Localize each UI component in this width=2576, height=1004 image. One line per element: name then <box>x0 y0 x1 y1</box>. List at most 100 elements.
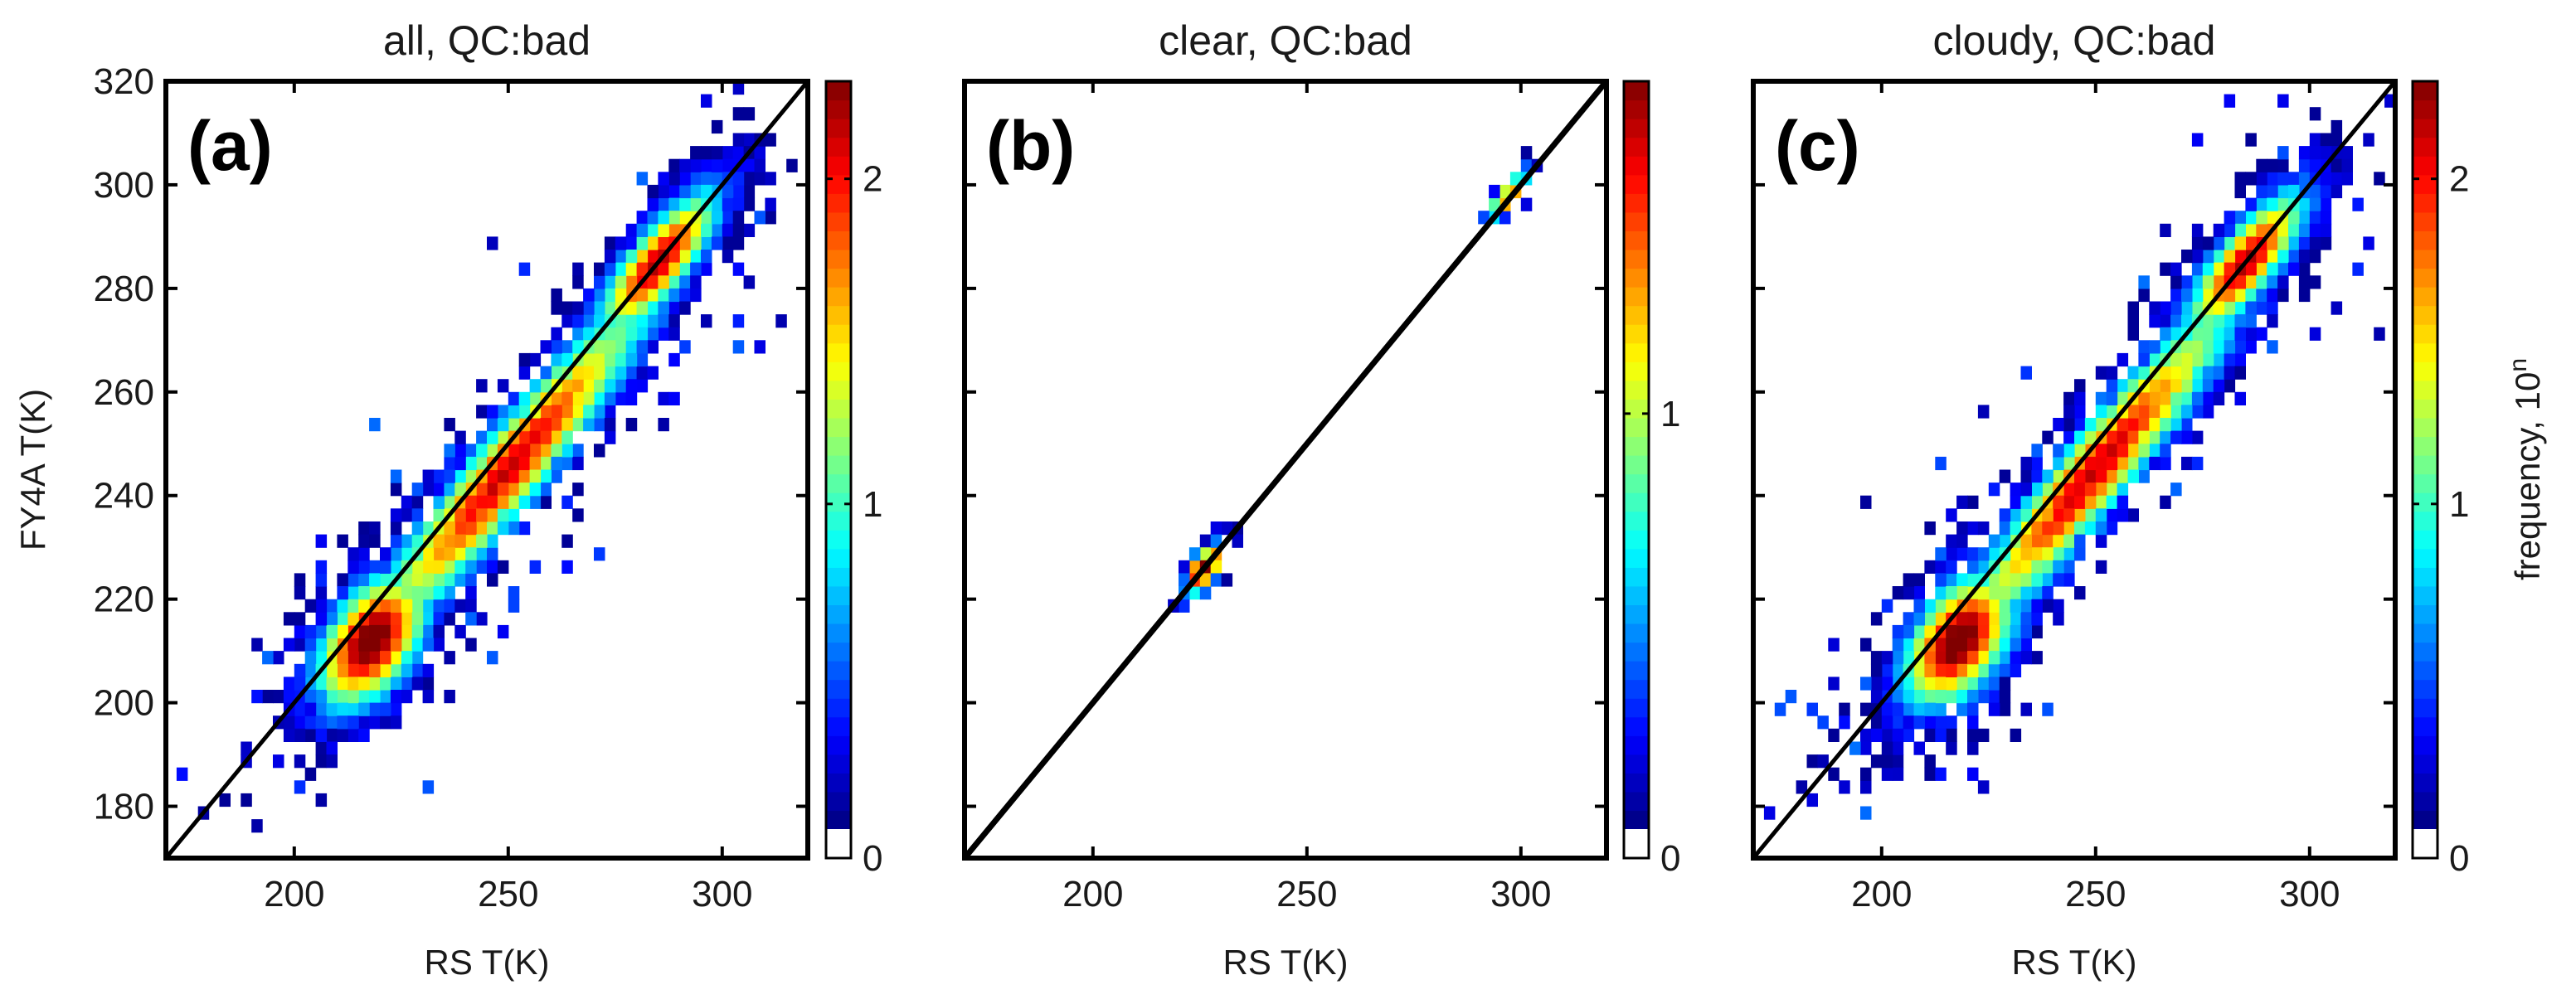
heatmap-cell <box>2309 223 2321 237</box>
colorbar-step <box>826 230 851 250</box>
heatmap-cell <box>615 250 627 264</box>
heatmap-cell <box>1763 806 1776 820</box>
heatmap-cell <box>2288 211 2300 225</box>
heatmap-cell <box>1967 560 1979 574</box>
heatmap-cell <box>2084 418 2097 432</box>
heatmap-cell <box>540 444 552 458</box>
heatmap-cell <box>1881 741 1893 755</box>
heatmap-cell <box>369 690 381 704</box>
heatmap-cell <box>422 690 435 704</box>
heatmap-cell <box>1892 754 1904 769</box>
heatmap-cell <box>2149 418 2160 432</box>
heatmap-cell <box>594 418 605 432</box>
heatmap-cell <box>2202 262 2214 276</box>
heatmap-cell <box>658 418 669 432</box>
heatmap-cell <box>304 624 317 639</box>
heatmap-cell <box>2127 301 2139 315</box>
heatmap-cell <box>1924 560 1936 574</box>
heatmap-cell <box>411 508 424 522</box>
heatmap-cell <box>690 250 702 264</box>
heatmap-cell <box>1913 677 1925 691</box>
heatmap-cell <box>433 534 445 548</box>
heatmap-cell <box>1903 612 1915 626</box>
heatmap-cell <box>2234 352 2246 367</box>
heatmap-cell <box>679 250 691 264</box>
heatmap-cell <box>529 495 542 509</box>
heatmap-cell <box>390 715 402 730</box>
heatmap-cell <box>326 663 338 677</box>
heatmap-cell <box>444 444 455 458</box>
panel-title: cloudy, QC:bad <box>1933 17 2216 64</box>
heatmap-cell <box>551 340 562 354</box>
colorbar-step <box>2413 268 2437 288</box>
colorbar-step <box>826 193 851 213</box>
heatmap-cell <box>690 262 702 276</box>
heatmap-cell <box>1828 728 1840 742</box>
heatmap-cell <box>2020 483 2032 497</box>
heatmap-cell <box>2245 288 2257 303</box>
heatmap-cell <box>433 599 445 613</box>
heatmap-cell <box>2106 521 2118 536</box>
heatmap-cell <box>690 197 702 211</box>
heatmap-cell <box>508 391 520 405</box>
heatmap-cell <box>358 573 370 587</box>
heatmap-cell <box>561 456 573 471</box>
colorbar-step <box>1624 791 1649 812</box>
heatmap-cell <box>497 469 509 483</box>
heatmap-cell <box>1935 677 1947 691</box>
heatmap-cell <box>1860 780 1872 794</box>
heatmap-cell <box>2095 405 2107 419</box>
heatmap-cell <box>2170 327 2182 341</box>
heatmap-cell <box>1860 677 1872 691</box>
heatmap-cell <box>369 612 381 626</box>
heatmap-cell <box>2031 534 2043 548</box>
heatmap-cell <box>348 573 359 587</box>
x-tick-label: 200 <box>264 874 324 914</box>
heatmap-cell <box>1870 715 1883 730</box>
heatmap-cell <box>1881 754 1893 769</box>
heatmap-cell <box>315 534 328 548</box>
colorbar-step <box>826 99 851 119</box>
heatmap-cell <box>476 547 488 561</box>
heatmap-cell <box>401 508 413 522</box>
heatmap-cell <box>380 663 391 677</box>
heatmap-cell <box>454 521 466 536</box>
heatmap-cell <box>444 690 455 704</box>
heatmap-cell <box>2191 250 2204 264</box>
heatmap-cell <box>1199 547 1212 561</box>
heatmap-cell <box>1210 534 1222 548</box>
heatmap-cell <box>1935 560 1947 574</box>
heatmap-cell <box>348 715 359 730</box>
heatmap-cell <box>2256 301 2267 315</box>
heatmap-cell <box>604 236 616 250</box>
heatmap-cell <box>326 624 338 639</box>
heatmap-cell <box>2106 444 2118 458</box>
heatmap-cell <box>2127 379 2139 393</box>
heatmap-cell <box>572 314 584 328</box>
heatmap-cell <box>2245 301 2257 315</box>
heatmap-cell <box>540 340 552 354</box>
heatmap-cell <box>390 521 402 536</box>
heatmap-cell <box>2234 314 2246 328</box>
heatmap-cell <box>497 624 509 639</box>
heatmap-cell <box>358 728 370 742</box>
heatmap-cell <box>1935 547 1947 561</box>
heatmap-cell <box>625 236 638 250</box>
heatmap-cell <box>1967 599 1979 613</box>
colorbar-3: 0 1 2 <box>2411 80 2469 879</box>
heatmap-cell <box>2224 262 2236 276</box>
heatmap-cell <box>465 469 477 483</box>
heatmap-cell <box>401 663 413 677</box>
colorbar-tick-label: 1 <box>2449 484 2469 525</box>
heatmap-cell <box>711 236 723 250</box>
colorbar-step <box>2413 679 2437 699</box>
heatmap-cell <box>348 702 359 716</box>
x-tick-label: 200 <box>1062 874 1123 914</box>
heatmap-cell <box>2127 444 2139 458</box>
heatmap-cell <box>2374 172 2385 186</box>
heatmap-cell <box>2117 430 2129 444</box>
heatmap-cell <box>2256 197 2267 211</box>
heatmap-cell <box>2256 211 2267 225</box>
heatmap-cell <box>2298 197 2311 211</box>
colorbar-step <box>826 249 851 269</box>
